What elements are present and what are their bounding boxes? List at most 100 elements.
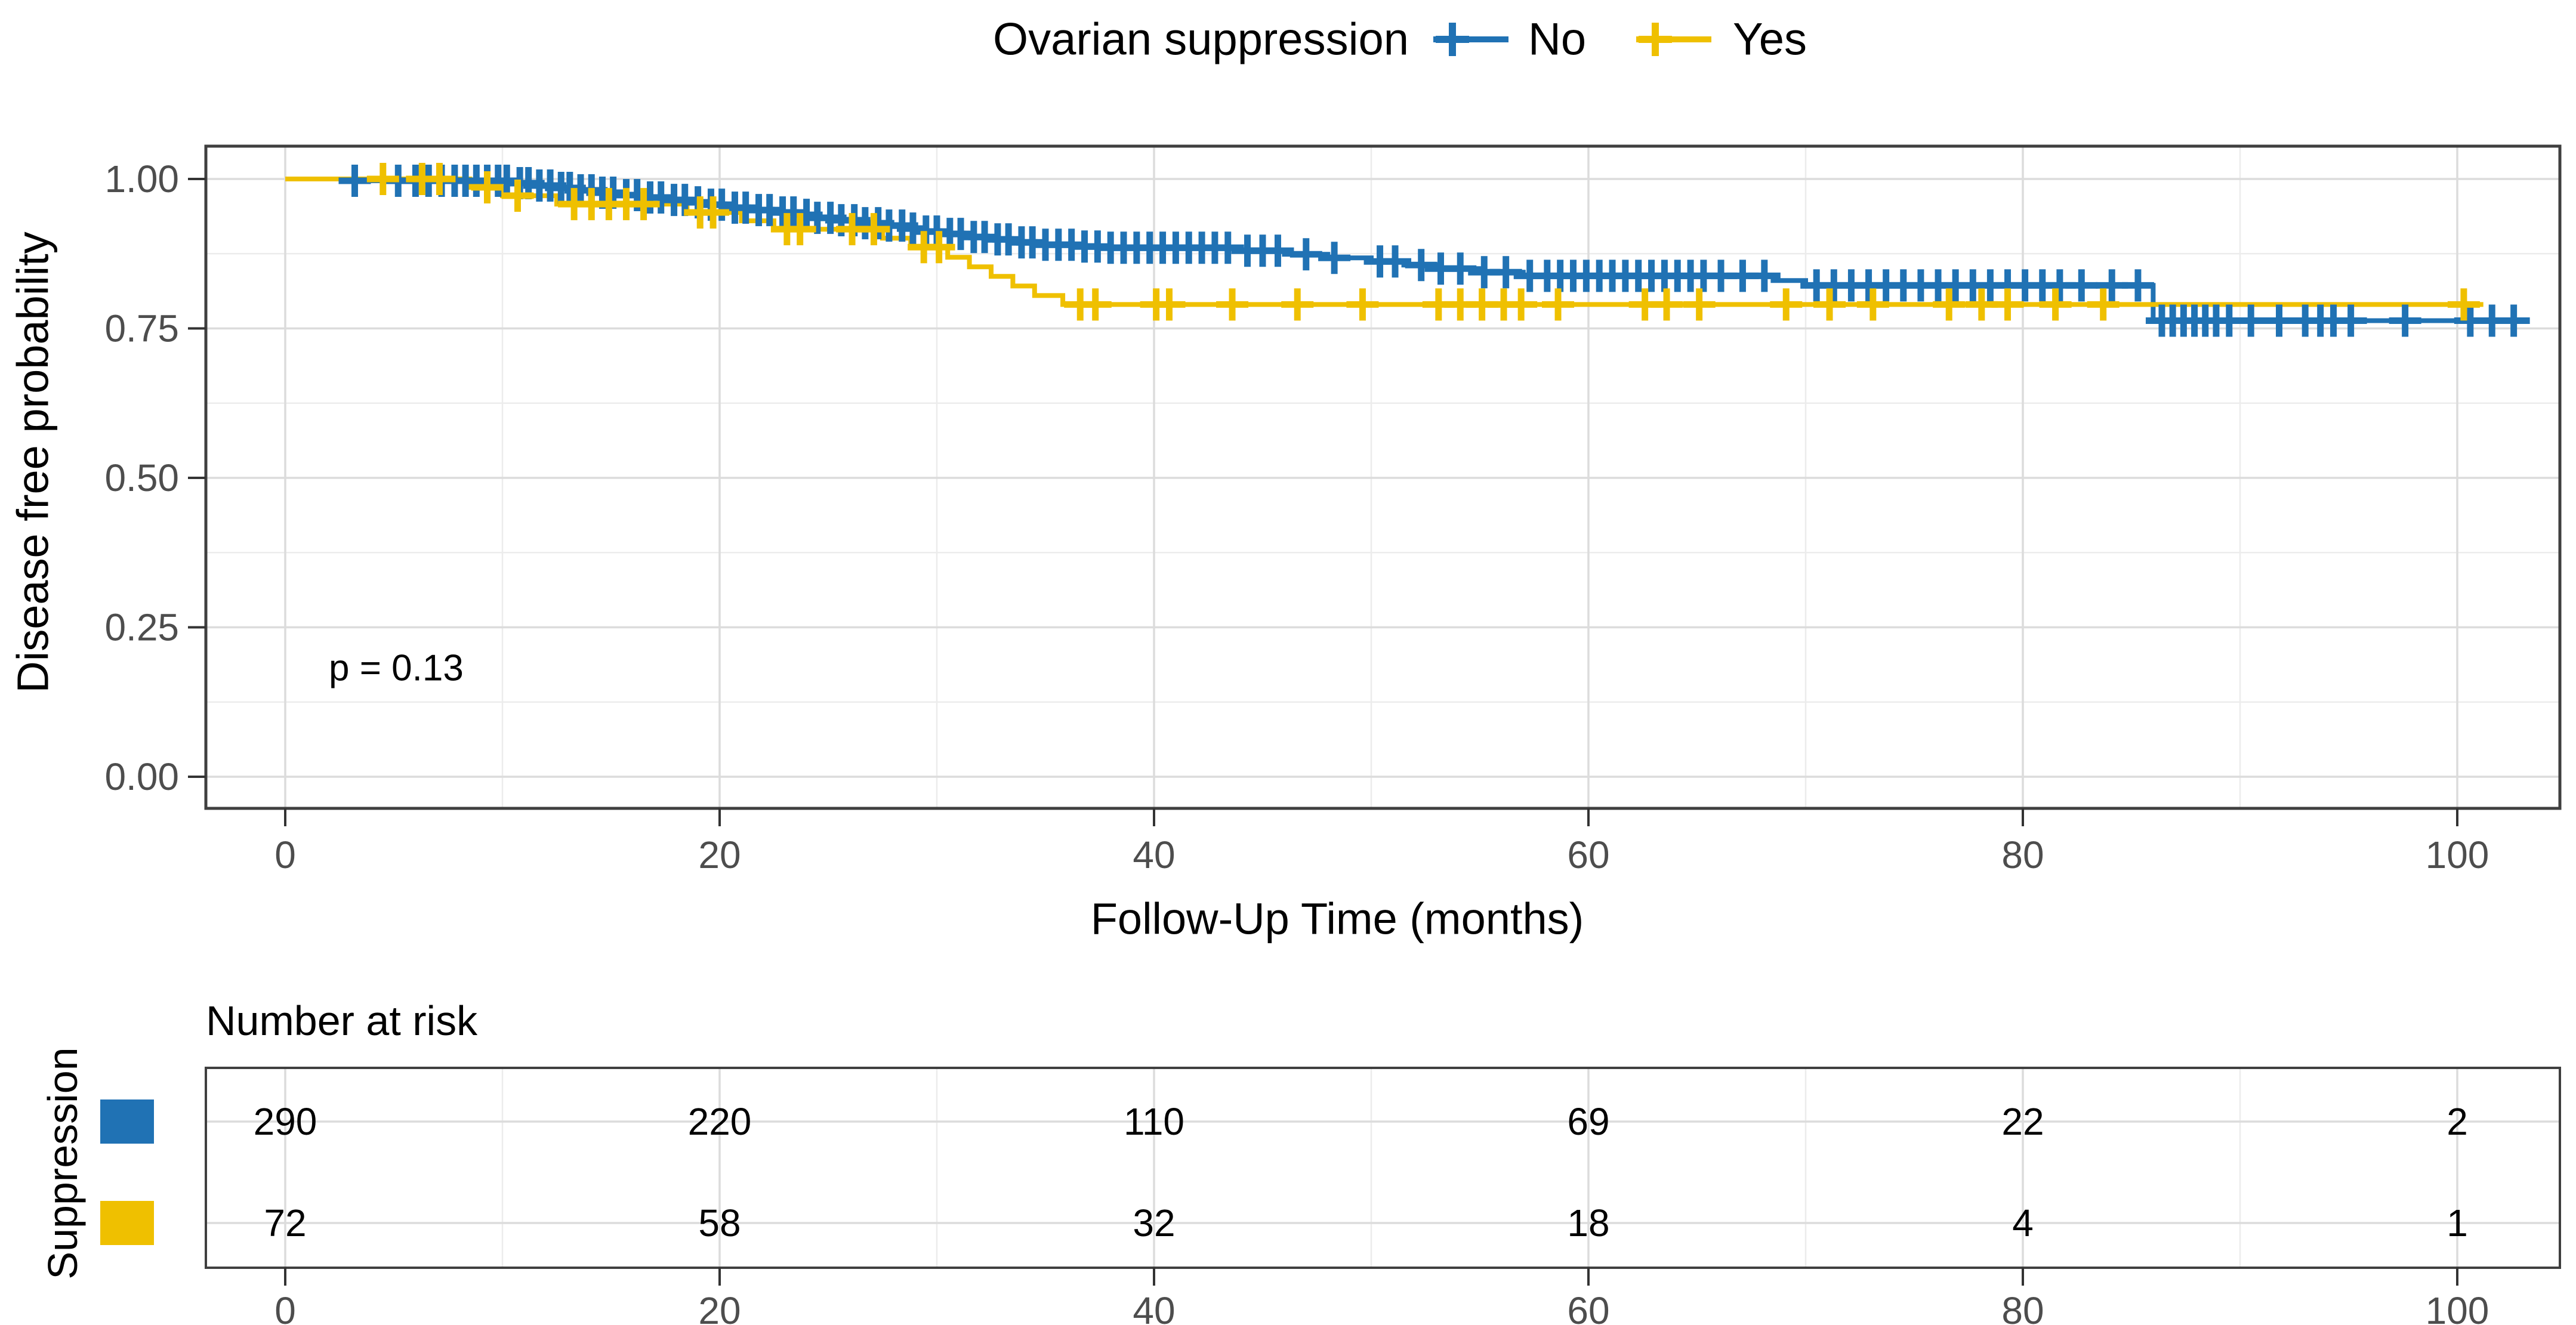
censor-plus-icon xyxy=(338,165,371,197)
censor-plus-icon xyxy=(1856,288,1889,321)
y-tick-label: 0.00 xyxy=(104,755,179,798)
x-tick-label: 100 xyxy=(2426,833,2489,876)
censor-plus-icon xyxy=(1261,234,1294,267)
risk-row-swatch-yes xyxy=(100,1201,154,1245)
censor-plus-icon xyxy=(423,163,456,195)
risk-count: 2 xyxy=(2447,1100,2468,1143)
x-tick-label: 40 xyxy=(1133,833,1175,876)
censor-marks-yes xyxy=(366,163,2480,321)
censor-plus-icon xyxy=(2389,304,2421,337)
censor-marks-no xyxy=(338,165,2530,337)
risk-x-tick-label: 20 xyxy=(698,1289,741,1325)
censor-plus-icon xyxy=(1991,288,2024,321)
censor-plus-icon xyxy=(366,163,399,195)
censor-plus-icon xyxy=(2235,304,2268,337)
censor-plus-icon xyxy=(1813,288,1846,321)
legend-item-label: Yes xyxy=(1733,14,1807,65)
x-tick-label: 0 xyxy=(274,833,296,876)
legend-keys: No Yes xyxy=(1433,14,1807,65)
risk-count: 18 xyxy=(1567,1202,1609,1244)
risk-x-tick-label: 80 xyxy=(2001,1289,2044,1325)
risk-count: 1 xyxy=(2447,1202,2468,1244)
censor-plus-icon xyxy=(471,171,504,204)
legend-key-plus-icon xyxy=(1436,23,1469,56)
y-tick-label: 1.00 xyxy=(104,157,179,200)
censor-plus-icon xyxy=(2121,269,2154,302)
risk-x-tick-label: 100 xyxy=(2426,1289,2489,1325)
y-tick-label: 0.75 xyxy=(104,307,179,350)
risk-row-no: 290 220 110 69 22 2 xyxy=(254,1100,2468,1143)
censor-plus-icon xyxy=(1379,245,1412,278)
risk-x-tick-label: 0 xyxy=(274,1289,296,1325)
censor-plus-icon xyxy=(1444,252,1477,285)
censor-plus-icon xyxy=(1489,256,1522,289)
risk-row-swatch-no xyxy=(100,1099,154,1144)
censor-plus-icon xyxy=(1153,288,1186,321)
legend-item-yes: Yes xyxy=(1636,14,1807,65)
censor-plus-icon xyxy=(783,213,816,246)
censor-plus-icon xyxy=(697,196,730,229)
risk-count: 72 xyxy=(264,1202,306,1244)
censor-plus-icon xyxy=(1079,288,1112,321)
risk-count: 290 xyxy=(254,1100,317,1143)
risk-axis: 0 20 40 60 80 100 xyxy=(274,1268,2489,1325)
risk-count: 110 xyxy=(1124,1100,1184,1143)
y-tick-label: 0.25 xyxy=(104,606,179,649)
censor-plus-icon xyxy=(2447,288,2480,321)
main-gridlines xyxy=(206,146,2560,808)
risk-table-title: Number at risk xyxy=(206,997,478,1044)
legend-title: Ovarian suppression xyxy=(993,14,1409,65)
censor-plus-icon xyxy=(1405,249,1437,282)
censor-plus-icon xyxy=(2039,288,2072,321)
y-axis-title: Disease free probability xyxy=(8,231,58,693)
censor-plus-icon xyxy=(2087,288,2120,321)
risk-x-tick-label: 60 xyxy=(1567,1289,1609,1325)
x-tick-label: 80 xyxy=(2001,833,2044,876)
censor-plus-icon xyxy=(2065,269,2098,302)
risk-count: 58 xyxy=(698,1202,741,1244)
censor-plus-icon xyxy=(1216,288,1249,321)
risk-gridlines xyxy=(206,1068,2560,1268)
risk-count: 220 xyxy=(688,1100,752,1143)
censor-plus-icon xyxy=(1542,288,1575,321)
risk-count: 69 xyxy=(1567,1100,1609,1143)
censor-plus-icon xyxy=(1683,288,1716,321)
censor-plus-icon xyxy=(1770,288,1803,321)
censor-plus-icon xyxy=(627,188,660,221)
censor-plus-icon xyxy=(1289,238,1322,271)
censor-plus-icon xyxy=(1933,288,1966,321)
censor-marks xyxy=(338,163,2530,337)
risk-count: 4 xyxy=(2012,1202,2034,1244)
censor-plus-icon xyxy=(501,180,534,212)
censor-plus-icon xyxy=(1281,288,1314,321)
risk-table-y-label: Suppression xyxy=(39,1047,86,1279)
x-tick-label: 60 xyxy=(1567,833,1609,876)
risk-table: Number at risk Suppression 290 220 110 69 22… xyxy=(39,997,2561,1325)
x-axis-title: Follow-Up Time (months) xyxy=(1091,894,1584,944)
km-curves xyxy=(285,177,2529,323)
censor-plus-icon xyxy=(923,231,955,264)
x-tick-label: 20 xyxy=(698,833,741,876)
legend-item-label: No xyxy=(1528,14,1586,65)
main-axes: 0 20 40 60 80 100 1.00 0.75 0.50 0.25 0.00 xyxy=(104,157,2489,876)
risk-counts: 290 220 110 69 22 272 58 32 18 4 1 xyxy=(254,1100,2468,1244)
censor-plus-icon xyxy=(1748,260,1781,292)
censor-plus-icon xyxy=(2334,304,2367,337)
censor-plus-icon xyxy=(1505,288,1538,321)
km-curve-no xyxy=(285,177,2529,323)
risk-row-swatches xyxy=(100,1099,154,1245)
legend: Ovarian suppression No Yes xyxy=(993,14,1807,65)
censor-plus-icon xyxy=(2497,304,2530,337)
y-tick-label: 0.50 xyxy=(104,456,179,499)
legend-item-no: No xyxy=(1433,14,1586,65)
risk-row-yes: 72 58 32 18 4 1 xyxy=(264,1202,2467,1244)
risk-x-tick-label: 40 xyxy=(1133,1289,1175,1325)
legend-key-plus-icon xyxy=(1639,23,1672,56)
risk-count: 32 xyxy=(1133,1202,1175,1244)
censor-plus-icon xyxy=(1651,288,1683,321)
censor-plus-icon xyxy=(1346,288,1379,321)
censor-plus-icon xyxy=(1318,242,1351,274)
risk-count: 22 xyxy=(2001,1100,2044,1143)
main-plot-panel: 0 20 40 60 80 100 1.00 0.75 0.50 0.25 0.00 p = 0.1… xyxy=(8,144,2562,944)
